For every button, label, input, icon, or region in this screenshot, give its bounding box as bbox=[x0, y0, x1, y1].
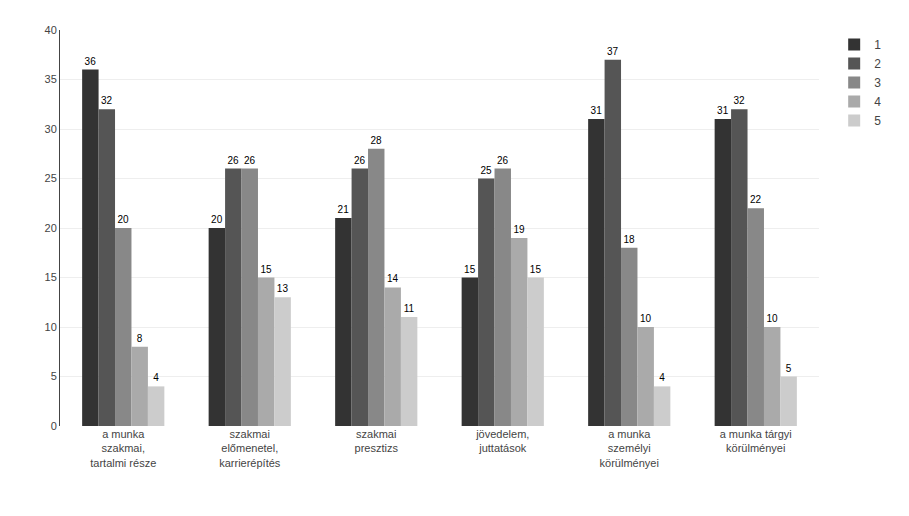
svg-text:4: 4 bbox=[153, 372, 159, 383]
svg-text:21: 21 bbox=[338, 204, 350, 215]
svg-text:szakmaipresztizs: szakmaipresztizs bbox=[355, 428, 399, 454]
svg-text:jövedelem,juttatások: jövedelem,juttatások bbox=[475, 428, 529, 454]
svg-text:3: 3 bbox=[874, 76, 881, 90]
svg-text:20: 20 bbox=[45, 222, 57, 234]
svg-text:25: 25 bbox=[481, 165, 493, 176]
svg-text:14: 14 bbox=[387, 273, 399, 284]
svg-text:13: 13 bbox=[277, 283, 289, 294]
svg-text:20: 20 bbox=[211, 214, 223, 225]
svg-text:19: 19 bbox=[513, 224, 525, 235]
svg-text:28: 28 bbox=[370, 135, 382, 146]
svg-text:32: 32 bbox=[101, 95, 113, 106]
svg-text:40: 40 bbox=[45, 24, 57, 36]
svg-text:18: 18 bbox=[623, 234, 635, 245]
svg-text:11: 11 bbox=[404, 303, 415, 314]
svg-text:35: 35 bbox=[45, 73, 57, 85]
svg-text:31: 31 bbox=[717, 105, 729, 116]
svg-text:15: 15 bbox=[530, 264, 542, 275]
svg-text:20: 20 bbox=[117, 214, 129, 225]
svg-text:26: 26 bbox=[228, 155, 240, 166]
svg-text:22: 22 bbox=[750, 194, 762, 205]
svg-text:37: 37 bbox=[607, 46, 619, 57]
svg-text:25: 25 bbox=[45, 172, 57, 184]
svg-text:szakmaielőmenetel,karrierépíté: szakmaielőmenetel,karrierépítés bbox=[219, 428, 281, 469]
svg-text:1: 1 bbox=[874, 38, 881, 52]
svg-text:32: 32 bbox=[734, 95, 746, 106]
svg-text:a munka tárgyikörülményei: a munka tárgyikörülményei bbox=[720, 428, 792, 454]
svg-text:10: 10 bbox=[45, 321, 57, 333]
svg-text:8: 8 bbox=[137, 333, 143, 344]
svg-text:0: 0 bbox=[51, 420, 57, 432]
svg-text:15: 15 bbox=[464, 264, 476, 275]
svg-text:a munkaszemélyikörülményei: a munkaszemélyikörülményei bbox=[600, 428, 659, 469]
svg-text:26: 26 bbox=[244, 155, 256, 166]
svg-text:10: 10 bbox=[640, 313, 652, 324]
svg-text:5: 5 bbox=[786, 363, 792, 374]
svg-text:4: 4 bbox=[874, 95, 881, 109]
svg-text:30: 30 bbox=[45, 123, 57, 135]
svg-text:4: 4 bbox=[659, 372, 665, 383]
svg-text:15: 15 bbox=[260, 264, 272, 275]
svg-text:10: 10 bbox=[766, 313, 778, 324]
svg-text:5: 5 bbox=[874, 114, 881, 128]
svg-text:36: 36 bbox=[85, 56, 97, 67]
svg-text:15: 15 bbox=[45, 271, 57, 283]
svg-text:5: 5 bbox=[51, 370, 57, 382]
svg-text:31: 31 bbox=[591, 105, 603, 116]
svg-text:2: 2 bbox=[874, 57, 881, 71]
svg-text:a munkaszakmai,tartalmi része: a munkaszakmai,tartalmi része bbox=[90, 428, 156, 469]
svg-text:26: 26 bbox=[497, 155, 509, 166]
svg-text:26: 26 bbox=[354, 155, 366, 166]
